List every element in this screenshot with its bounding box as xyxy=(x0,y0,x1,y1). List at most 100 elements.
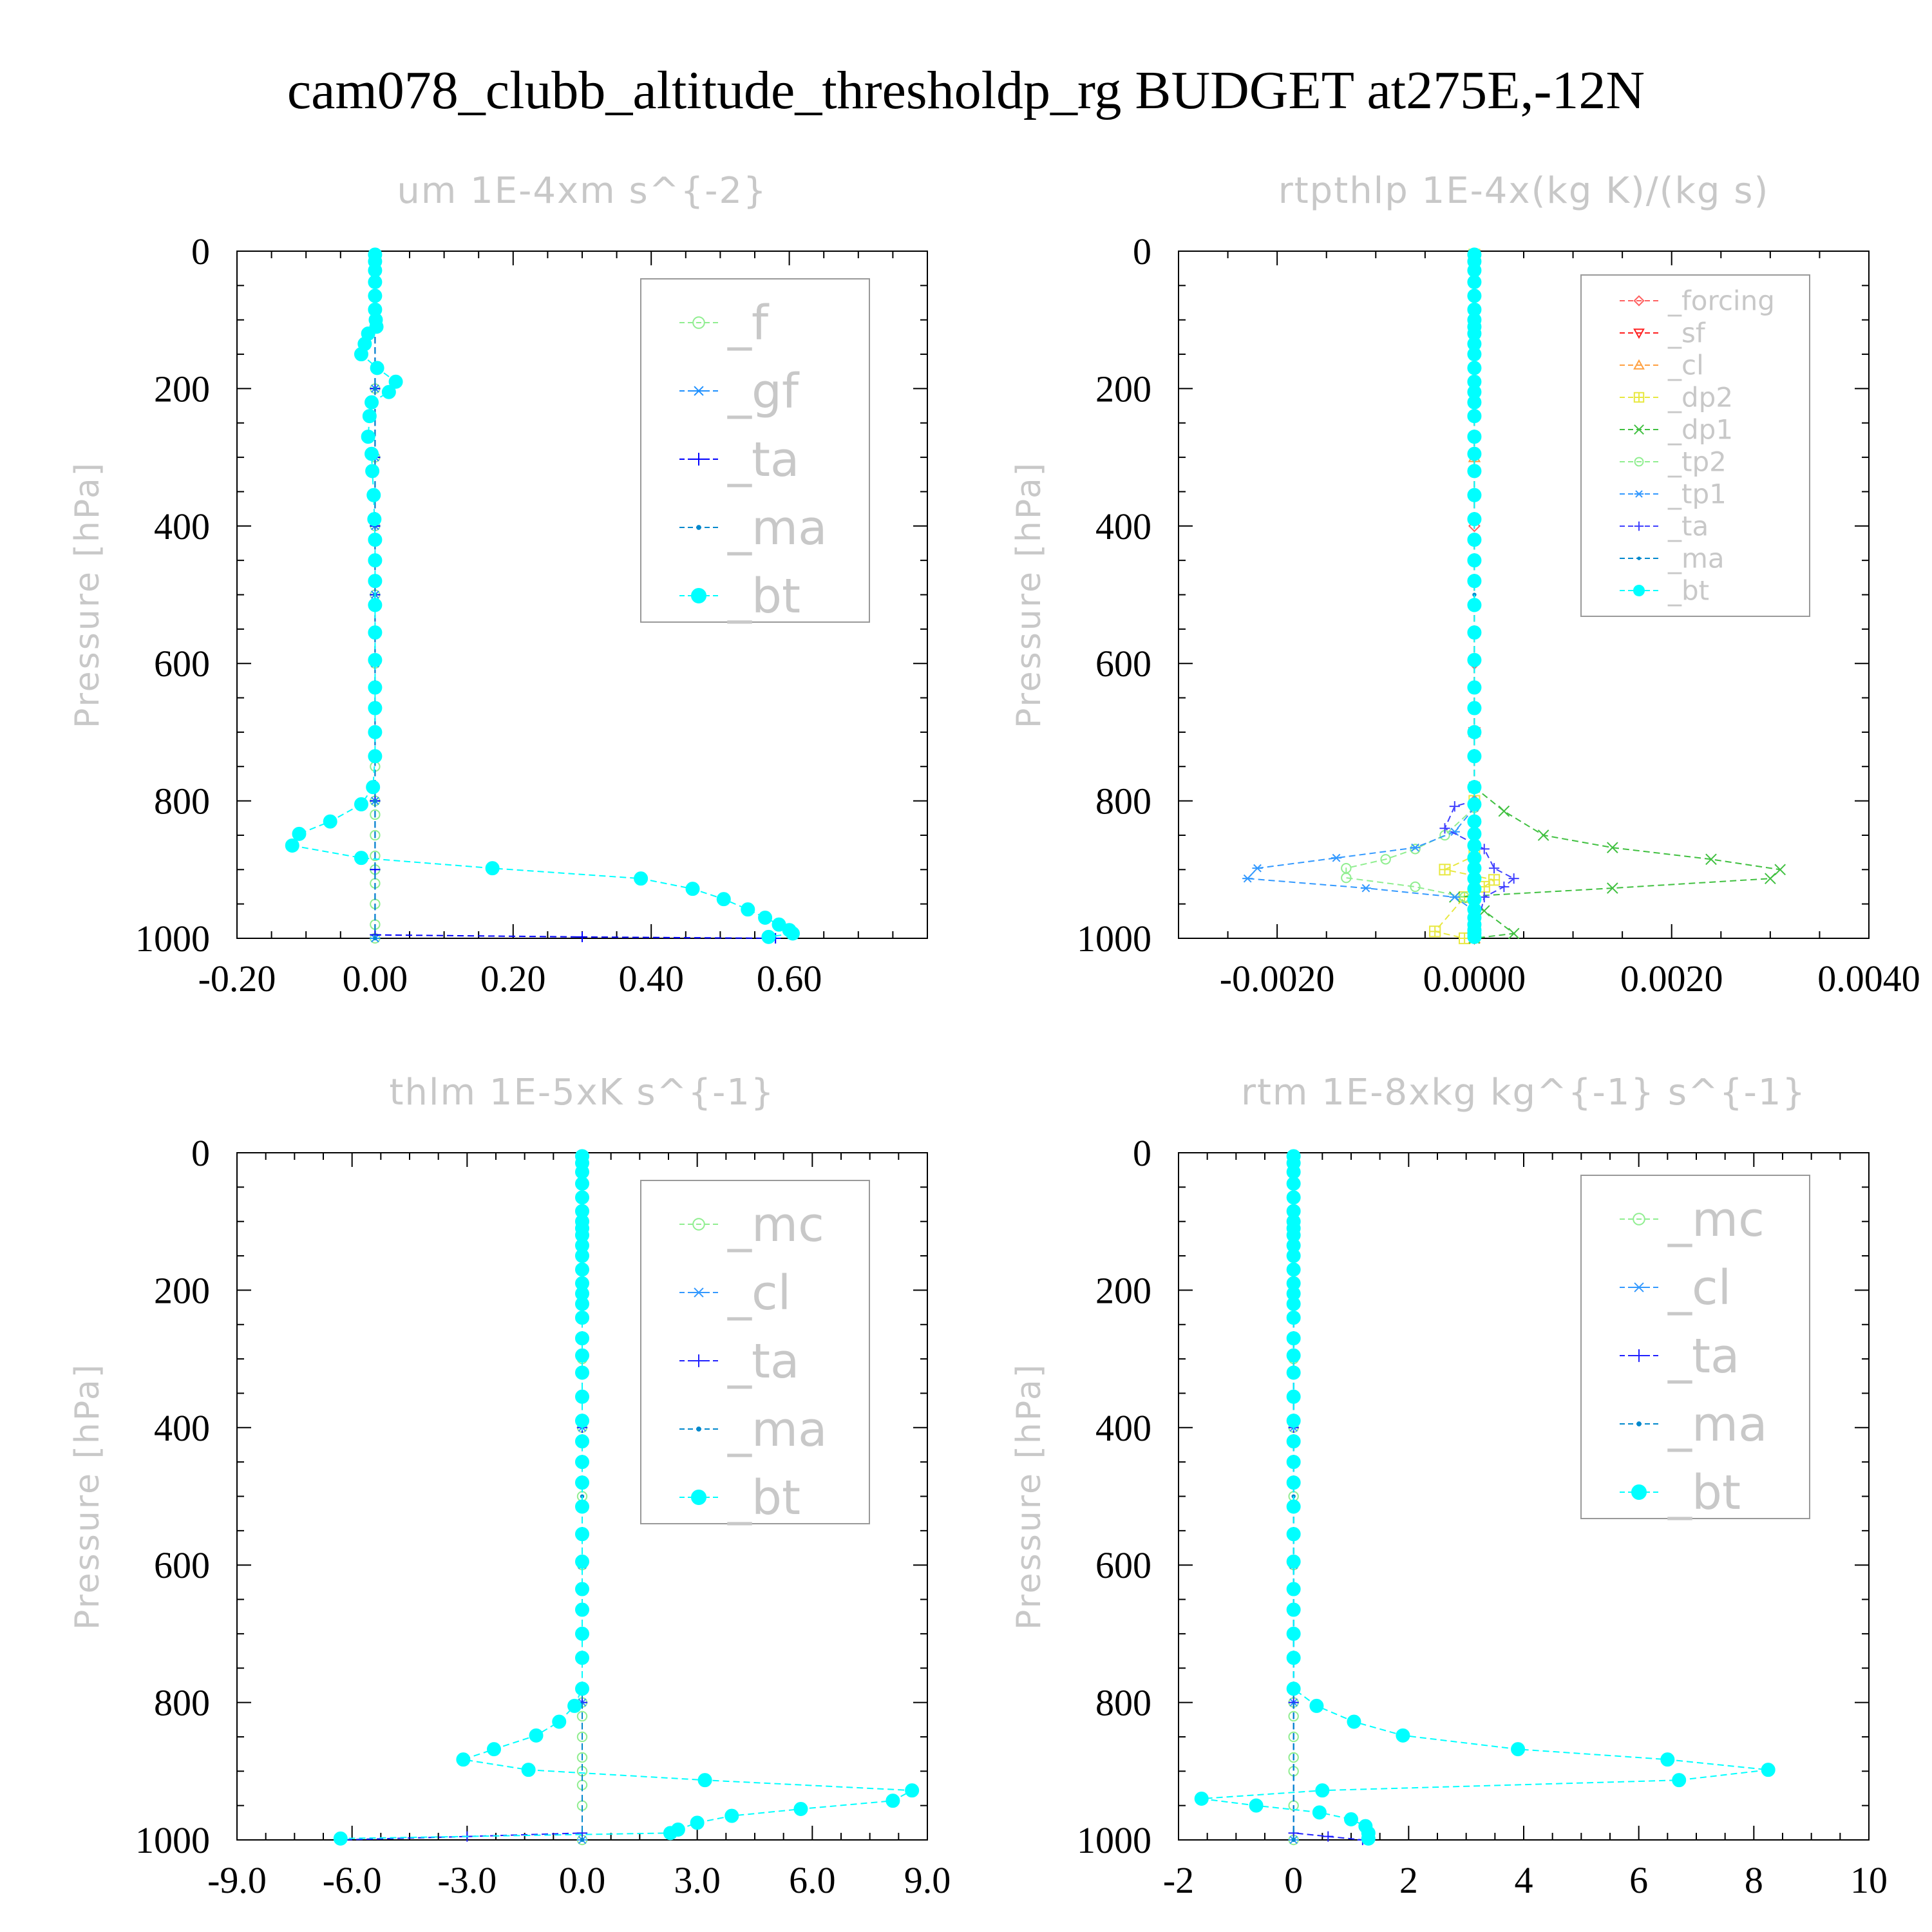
data-point xyxy=(529,1728,544,1743)
legend-item: _dp1 xyxy=(1620,414,1733,446)
data-point xyxy=(1498,805,1510,817)
data-point xyxy=(1286,1475,1301,1490)
legend-box xyxy=(640,1180,870,1524)
legend-item: _cl xyxy=(679,1265,791,1321)
data-point xyxy=(1286,1365,1301,1380)
legend-marker xyxy=(1634,457,1644,467)
y-tick-label: 1000 xyxy=(1077,918,1151,960)
data-point xyxy=(1410,843,1421,852)
x-tick-label: 2 xyxy=(1399,1859,1418,1901)
data-point xyxy=(1286,1455,1301,1470)
legend-marker xyxy=(692,1287,705,1298)
legend-label: _ta xyxy=(1667,511,1709,542)
series-bt xyxy=(1467,247,1482,944)
data-point xyxy=(690,1815,705,1830)
data-point xyxy=(1249,1798,1264,1813)
panel-thlm: -9.0 -6.0 -3.0 0.0 3.0 6.0 9.0 0 200 400 600 800 100… xyxy=(68,1072,951,1901)
data-point xyxy=(1286,1414,1301,1428)
series-bt xyxy=(285,247,800,944)
data-point xyxy=(368,749,383,764)
data-point xyxy=(685,882,700,896)
data-point xyxy=(1511,1742,1526,1757)
data-point xyxy=(362,409,377,424)
legend-label: _sf xyxy=(1667,317,1706,349)
data-point xyxy=(575,1499,589,1514)
data-point xyxy=(785,926,800,941)
data-point xyxy=(1774,864,1786,876)
legend-marker xyxy=(1631,1484,1647,1500)
data-point xyxy=(1286,1331,1301,1346)
data-point xyxy=(1252,864,1263,873)
data-point xyxy=(886,1794,900,1808)
data-point xyxy=(368,263,383,278)
y-tick-label: 0 xyxy=(191,1132,210,1174)
data-point xyxy=(1286,1499,1301,1514)
data-point xyxy=(368,289,383,303)
data-point xyxy=(575,1365,589,1380)
data-point xyxy=(1286,1190,1301,1205)
data-point xyxy=(1286,1348,1301,1363)
y-tick-label: 1000 xyxy=(135,918,210,960)
y-axis-label: Pressure [hPa] xyxy=(1010,461,1048,728)
data-point xyxy=(575,1455,589,1470)
legend-label: _gf xyxy=(727,364,800,419)
x-tick-label: -0.0020 xyxy=(1220,958,1335,999)
panel-title: rtpthlp 1E-4x(kg K)/(kg s) xyxy=(1278,170,1770,212)
panel-rtpthlp: -0.0020 0.0000 0.0020 0.0040 0 200 400 600 800 10… xyxy=(1010,170,1920,999)
data-point xyxy=(1660,1752,1675,1767)
legend-label: _ma xyxy=(1667,543,1725,574)
legend-label: _ma xyxy=(727,1402,827,1457)
y-axis-label: Pressure [hPa] xyxy=(68,1363,107,1630)
legend-label: _f xyxy=(727,296,770,351)
legend-item: _bt xyxy=(679,569,800,624)
legend-marker xyxy=(692,386,705,396)
data-point xyxy=(575,1389,589,1404)
data-point xyxy=(1467,488,1482,502)
data-point xyxy=(575,1177,589,1191)
legend-marker xyxy=(1633,585,1645,596)
legend-label: _dp1 xyxy=(1667,414,1733,446)
data-point xyxy=(365,395,379,410)
data-point xyxy=(905,1783,920,1798)
panel-title: thlm 1E-5xK s^{-1} xyxy=(389,1072,775,1113)
legend: _f _gf _ta _ma _bt xyxy=(640,278,870,624)
y-tick-label: 400 xyxy=(1095,1407,1151,1449)
legend-marker xyxy=(1633,1213,1645,1226)
data-point xyxy=(1291,1837,1296,1842)
data-point xyxy=(1467,929,1482,944)
legend-marker xyxy=(691,1490,706,1505)
data-point xyxy=(575,1311,589,1325)
data-point xyxy=(1467,724,1482,739)
legend-item: _ta xyxy=(1620,1329,1739,1384)
legend-label: _bt xyxy=(1667,1465,1741,1520)
legend-label: _mc xyxy=(727,1197,824,1253)
page-title: cam078_clubb_altitude_thresholdp_rg BUDG… xyxy=(287,61,1645,120)
legend-label: _ta xyxy=(727,432,799,488)
data-point xyxy=(1286,1262,1301,1277)
data-point xyxy=(1429,925,1441,938)
data-point xyxy=(575,1331,589,1346)
data-point xyxy=(1467,814,1482,829)
data-point xyxy=(1467,263,1482,278)
legend-item: _ma xyxy=(1620,1397,1767,1452)
data-point xyxy=(575,1434,589,1449)
legend-label: _ta xyxy=(1667,1329,1739,1384)
legend-item: _bt xyxy=(1620,1465,1741,1520)
legend-label: _dp2 xyxy=(1667,382,1733,413)
y-tick-label: 600 xyxy=(154,1544,210,1586)
data-point xyxy=(1467,275,1482,290)
data-point xyxy=(741,902,755,917)
x-tick-label: 0.20 xyxy=(480,958,546,999)
legend-box xyxy=(1580,1175,1810,1519)
series-line xyxy=(1246,807,1475,938)
x-tick-label: 3.0 xyxy=(674,1859,721,1901)
data-point xyxy=(1467,347,1482,362)
data-point xyxy=(1286,1681,1301,1696)
legend-item: _ma xyxy=(1620,543,1725,574)
data-point xyxy=(793,1801,808,1816)
data-point xyxy=(1467,701,1482,715)
legend-item: _sf xyxy=(1620,317,1706,349)
data-point xyxy=(368,275,383,290)
y-tick-label: 200 xyxy=(1095,368,1151,410)
data-point xyxy=(1467,430,1482,444)
